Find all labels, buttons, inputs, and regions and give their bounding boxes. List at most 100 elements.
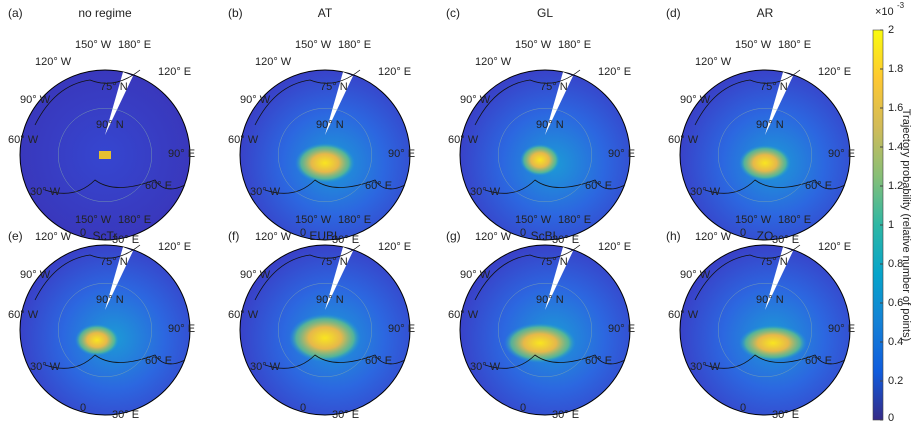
map-label: 180° E	[118, 214, 151, 226]
map-label: 30° W	[690, 186, 721, 198]
map-label: 180° E	[118, 39, 151, 51]
map-label: 90° N	[316, 294, 344, 306]
map-label: 150° W	[515, 214, 552, 226]
map-label: 30° W	[30, 361, 61, 373]
map-label: 0	[80, 227, 86, 239]
colorbar-exponent: -3	[897, 1, 905, 10]
map-label: 90° E	[828, 148, 855, 160]
map-label: 90° N	[96, 119, 124, 131]
map-label: 75° N	[320, 81, 348, 93]
map-label: 180° E	[558, 214, 591, 226]
colorbar-label: Trajectory probability (relative number …	[900, 109, 912, 342]
map-label: 90° W	[680, 269, 711, 281]
map-label: 60° E	[145, 355, 172, 367]
map-label: 120° W	[255, 56, 292, 68]
map-label: 120° E	[158, 241, 191, 253]
map-label: 90° E	[388, 148, 415, 160]
map-label: 60° E	[585, 180, 612, 192]
map-label: 120° W	[695, 56, 732, 68]
map-label: 60° E	[585, 355, 612, 367]
panel-title: AR	[757, 6, 774, 20]
map-label: 180° E	[778, 39, 811, 51]
map-label: 0	[520, 402, 526, 414]
map-label: 90° W	[20, 94, 51, 106]
hotspot	[289, 314, 361, 362]
map-label: 60° E	[145, 180, 172, 192]
panel-title: ScTr	[93, 229, 118, 243]
tick-label: 2	[888, 24, 894, 36]
map-label: 60° E	[805, 180, 832, 192]
map-label: 30° W	[250, 186, 281, 198]
map-label: 0	[520, 227, 526, 239]
panel-title: AT	[318, 6, 333, 20]
map-label: 60° W	[668, 309, 699, 321]
map-label: 90° W	[240, 269, 271, 281]
map-label: 75° N	[760, 81, 788, 93]
panel-title: ZO	[757, 229, 774, 243]
map-label: 180° E	[338, 214, 371, 226]
map-label: 180° E	[558, 39, 591, 51]
panel-letter: (h)	[666, 229, 681, 243]
map-label: 90° N	[536, 119, 564, 131]
map-label: 120° W	[475, 56, 512, 68]
map-label: 60° W	[448, 309, 479, 321]
map-label: 150° W	[75, 214, 112, 226]
panel-letter: (a)	[8, 6, 23, 20]
hotspot	[295, 143, 355, 183]
map-panel: 150° W180° E120° W120° E90° W75° N90° N6…	[228, 214, 415, 421]
tick-label: 0	[888, 412, 894, 424]
map-label: 120° E	[158, 66, 191, 78]
map-label: 90° W	[20, 269, 51, 281]
panel-title: GL	[537, 6, 553, 20]
map-label: 75° N	[760, 256, 788, 268]
map-label: 0	[740, 227, 746, 239]
panel-letter: (d)	[666, 6, 681, 20]
panel-title: EUBL	[309, 229, 341, 243]
map-label: 120° W	[35, 56, 72, 68]
map-label: 60° W	[448, 134, 479, 146]
panel-letter: (f)	[228, 229, 239, 243]
panel-letter: (c)	[446, 6, 460, 20]
map-label: 0	[740, 402, 746, 414]
map-label: 90° N	[756, 294, 784, 306]
map-label: 30° E	[772, 234, 799, 246]
map-label: 60° W	[668, 134, 699, 146]
map-label: 60° W	[228, 134, 259, 146]
map-label: 60° E	[365, 355, 392, 367]
map-label: 120° E	[818, 66, 851, 78]
panel-letter: (e)	[8, 229, 23, 243]
hotspot	[520, 144, 560, 176]
map-label: 90° W	[460, 94, 491, 106]
map-label: 90° E	[168, 148, 195, 160]
map-label: 30° E	[332, 409, 359, 421]
map-label: 90° E	[608, 148, 635, 160]
panel-letter: (g)	[446, 229, 461, 243]
map-label: 30° W	[30, 186, 61, 198]
map-label: 90° E	[828, 323, 855, 335]
hotspot	[99, 151, 111, 159]
map-label: 0	[300, 402, 306, 414]
map-label: 30° W	[250, 361, 281, 373]
figure: 150° W 180° E 120° W 120° E 90° W 75° N 90° N 6…	[0, 0, 914, 424]
map-label: 180° E	[778, 214, 811, 226]
map-label: 30° W	[470, 186, 501, 198]
map-label: 30° E	[772, 409, 799, 421]
map-label: 90° W	[240, 94, 271, 106]
map-label: 120° E	[818, 241, 851, 253]
panel-title: ScBL	[531, 229, 560, 243]
map-label: 120° W	[695, 231, 732, 243]
panel-letter: (b)	[228, 6, 243, 20]
colorbar-multiplier: ×10	[875, 6, 894, 18]
map-label: 150° W	[515, 39, 552, 51]
map-label: 75° N	[540, 256, 568, 268]
tick-label: 1.8	[888, 63, 903, 75]
hotspot	[75, 324, 119, 356]
map-label: 90° E	[388, 323, 415, 335]
map-label: 120° E	[378, 241, 411, 253]
map-label: 120° E	[598, 241, 631, 253]
map-label: 0	[80, 402, 86, 414]
panel-title: no regime	[78, 6, 132, 20]
map-label: 90° N	[316, 119, 344, 131]
